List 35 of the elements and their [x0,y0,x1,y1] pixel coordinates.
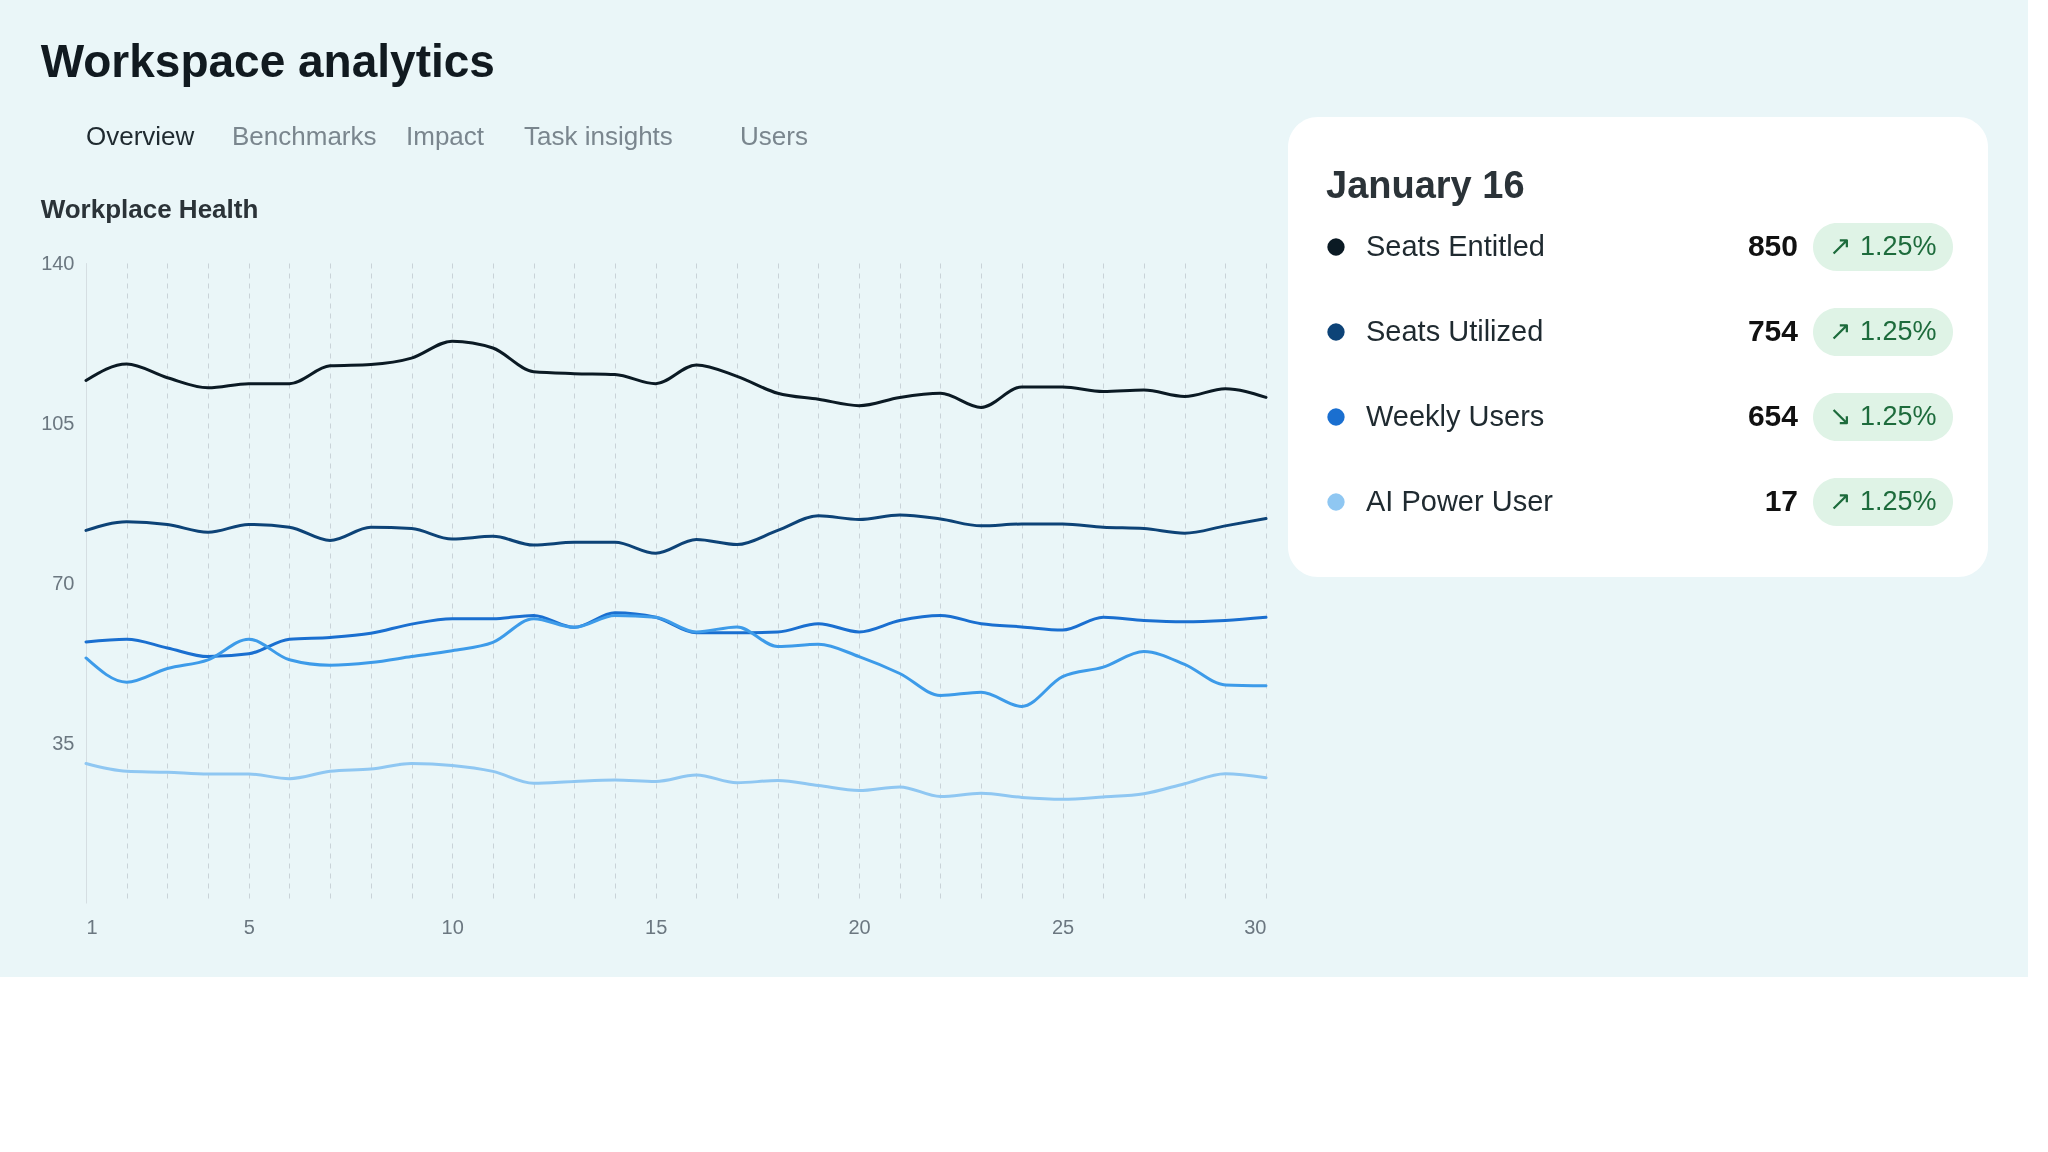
text: 17 [1764,484,1798,517]
x-tick-label: 1 [86,915,98,938]
y-tick-label: 70 [52,571,75,594]
y-tick-label: 105 [41,411,75,434]
text: ↗ 1.25% [1829,231,1937,261]
x-tick-label: 20 [848,915,871,938]
text: Impact [406,121,485,151]
x-tick-label: 10 [441,915,464,938]
text: ↘ 1.25% [1829,401,1937,431]
chart-title: Workspace analytics [40,35,495,87]
x-tick-label: 15 [645,915,668,938]
text: 754 [1747,314,1799,347]
text: 654 [1747,399,1799,432]
legend-label: Seats Utilized [1366,315,1544,347]
line-series [84,339,1268,409]
text: ↗ 1.25% [1829,316,1937,346]
x-tick-label: 25 [1051,915,1075,938]
text: Task insights [524,121,673,151]
x-tick-label: 5 [243,915,255,938]
text: Users [740,121,808,151]
line-series [84,613,1268,708]
line-series [84,762,1268,801]
text: Overview [86,121,195,151]
legend-label: AI Power User [1366,485,1554,517]
y-tick-label: 35 [52,731,75,754]
text: 850 [1747,229,1798,262]
text: ↗ 1.25% [1829,486,1937,516]
line-series [84,513,1268,555]
chart-subtitle: Workplace Health [40,194,259,224]
legend-label: Weekly Users [1366,400,1545,432]
y-tick-label: 140 [41,251,75,274]
x-tick-label: 30 [1244,915,1267,938]
legend-label: Seats Entitled [1366,230,1545,262]
text: Benchmarks [232,121,377,151]
text: January 16 [1326,164,1525,206]
